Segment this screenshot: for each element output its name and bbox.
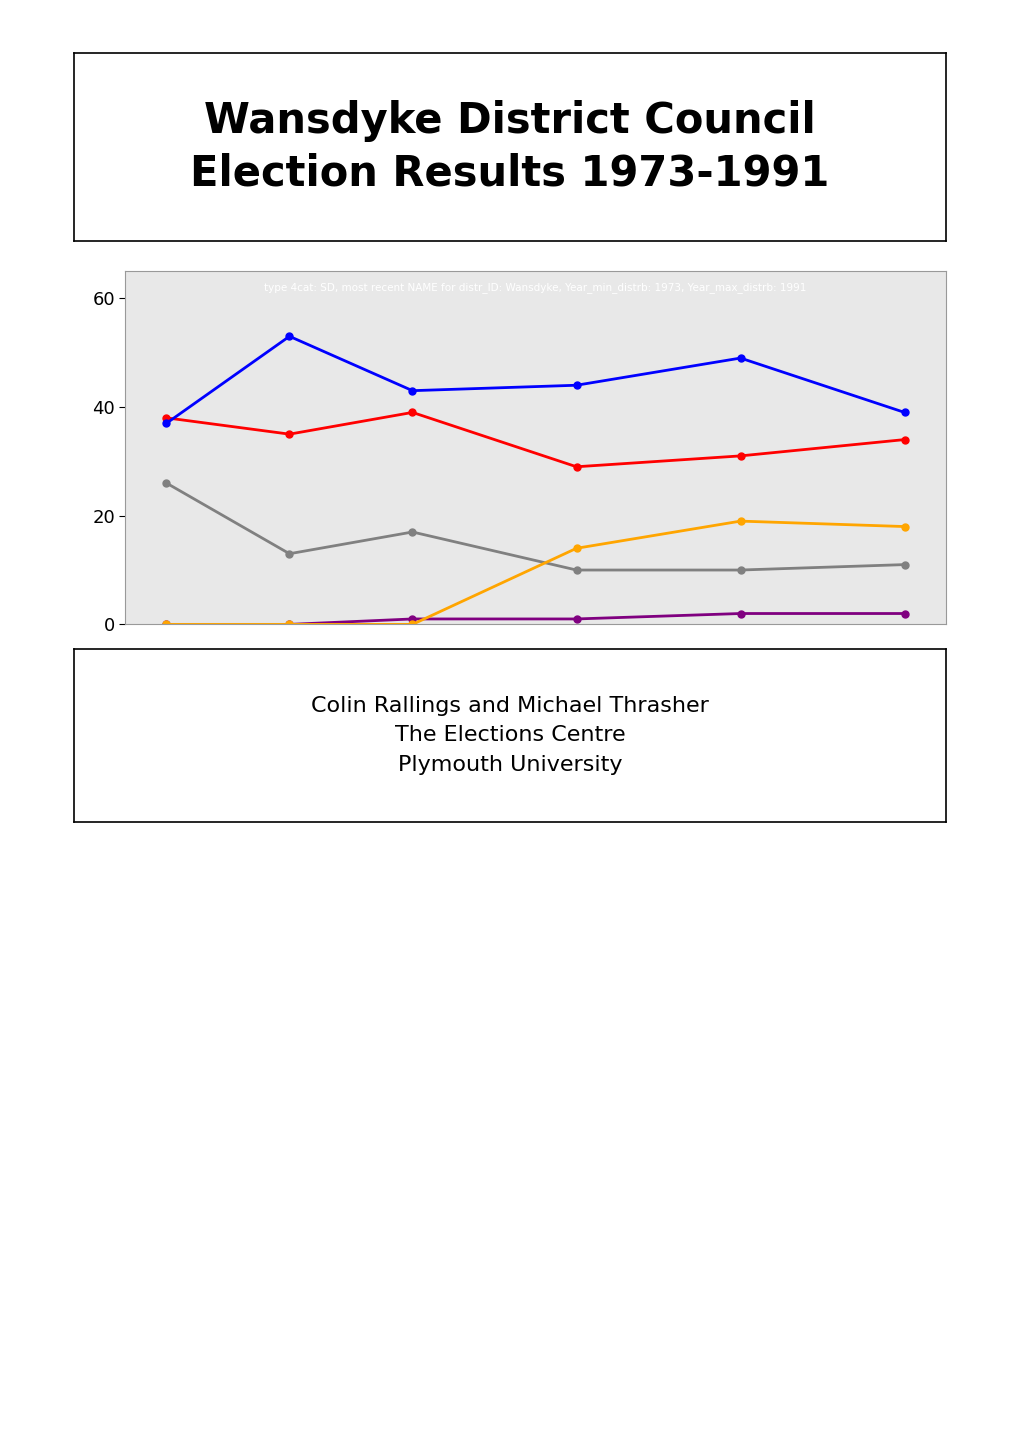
Conservative — [570, 459, 582, 476]
Liberal — [406, 523, 418, 541]
Green — [406, 616, 418, 633]
Text: Wansdyke District Council
Election Results 1973-1991: Wansdyke District Council Election Resul… — [191, 99, 828, 195]
Conservative — [283, 425, 296, 443]
Line: Other: Other — [163, 610, 907, 627]
Green — [570, 539, 582, 557]
Line: Green: Green — [163, 518, 907, 627]
Liberal — [283, 545, 296, 562]
Labour — [406, 382, 418, 399]
Other — [283, 616, 296, 633]
Conservative — [160, 410, 172, 427]
Other — [898, 604, 910, 622]
Conservative — [898, 431, 910, 448]
Liberal — [734, 561, 746, 578]
Conservative — [406, 404, 418, 421]
Labour — [734, 349, 746, 366]
Green — [734, 512, 746, 529]
Line: Liberal: Liberal — [163, 480, 907, 574]
Liberal — [160, 474, 172, 492]
Green — [283, 616, 296, 633]
Other — [570, 610, 582, 627]
Text: Colin Rallings and Michael Thrasher
The Elections Centre
Plymouth University: Colin Rallings and Michael Thrasher The … — [311, 696, 708, 774]
Labour — [160, 415, 172, 433]
Liberal — [898, 557, 910, 574]
Labour — [898, 404, 910, 421]
Other — [734, 604, 746, 622]
Line: Conservative: Conservative — [163, 410, 907, 470]
Liberal — [570, 561, 582, 578]
Labour — [570, 376, 582, 394]
Labour — [283, 327, 296, 345]
Green — [898, 518, 910, 535]
Conservative — [734, 447, 746, 464]
Text: type 4cat: SD, most recent NAME for distr_ID: Wansdyke, Year_min_distrb: 1973, Y: type 4cat: SD, most recent NAME for dist… — [264, 281, 806, 293]
Line: Labour: Labour — [163, 333, 907, 427]
Green — [160, 616, 172, 633]
Other — [406, 610, 418, 627]
Other — [160, 616, 172, 633]
